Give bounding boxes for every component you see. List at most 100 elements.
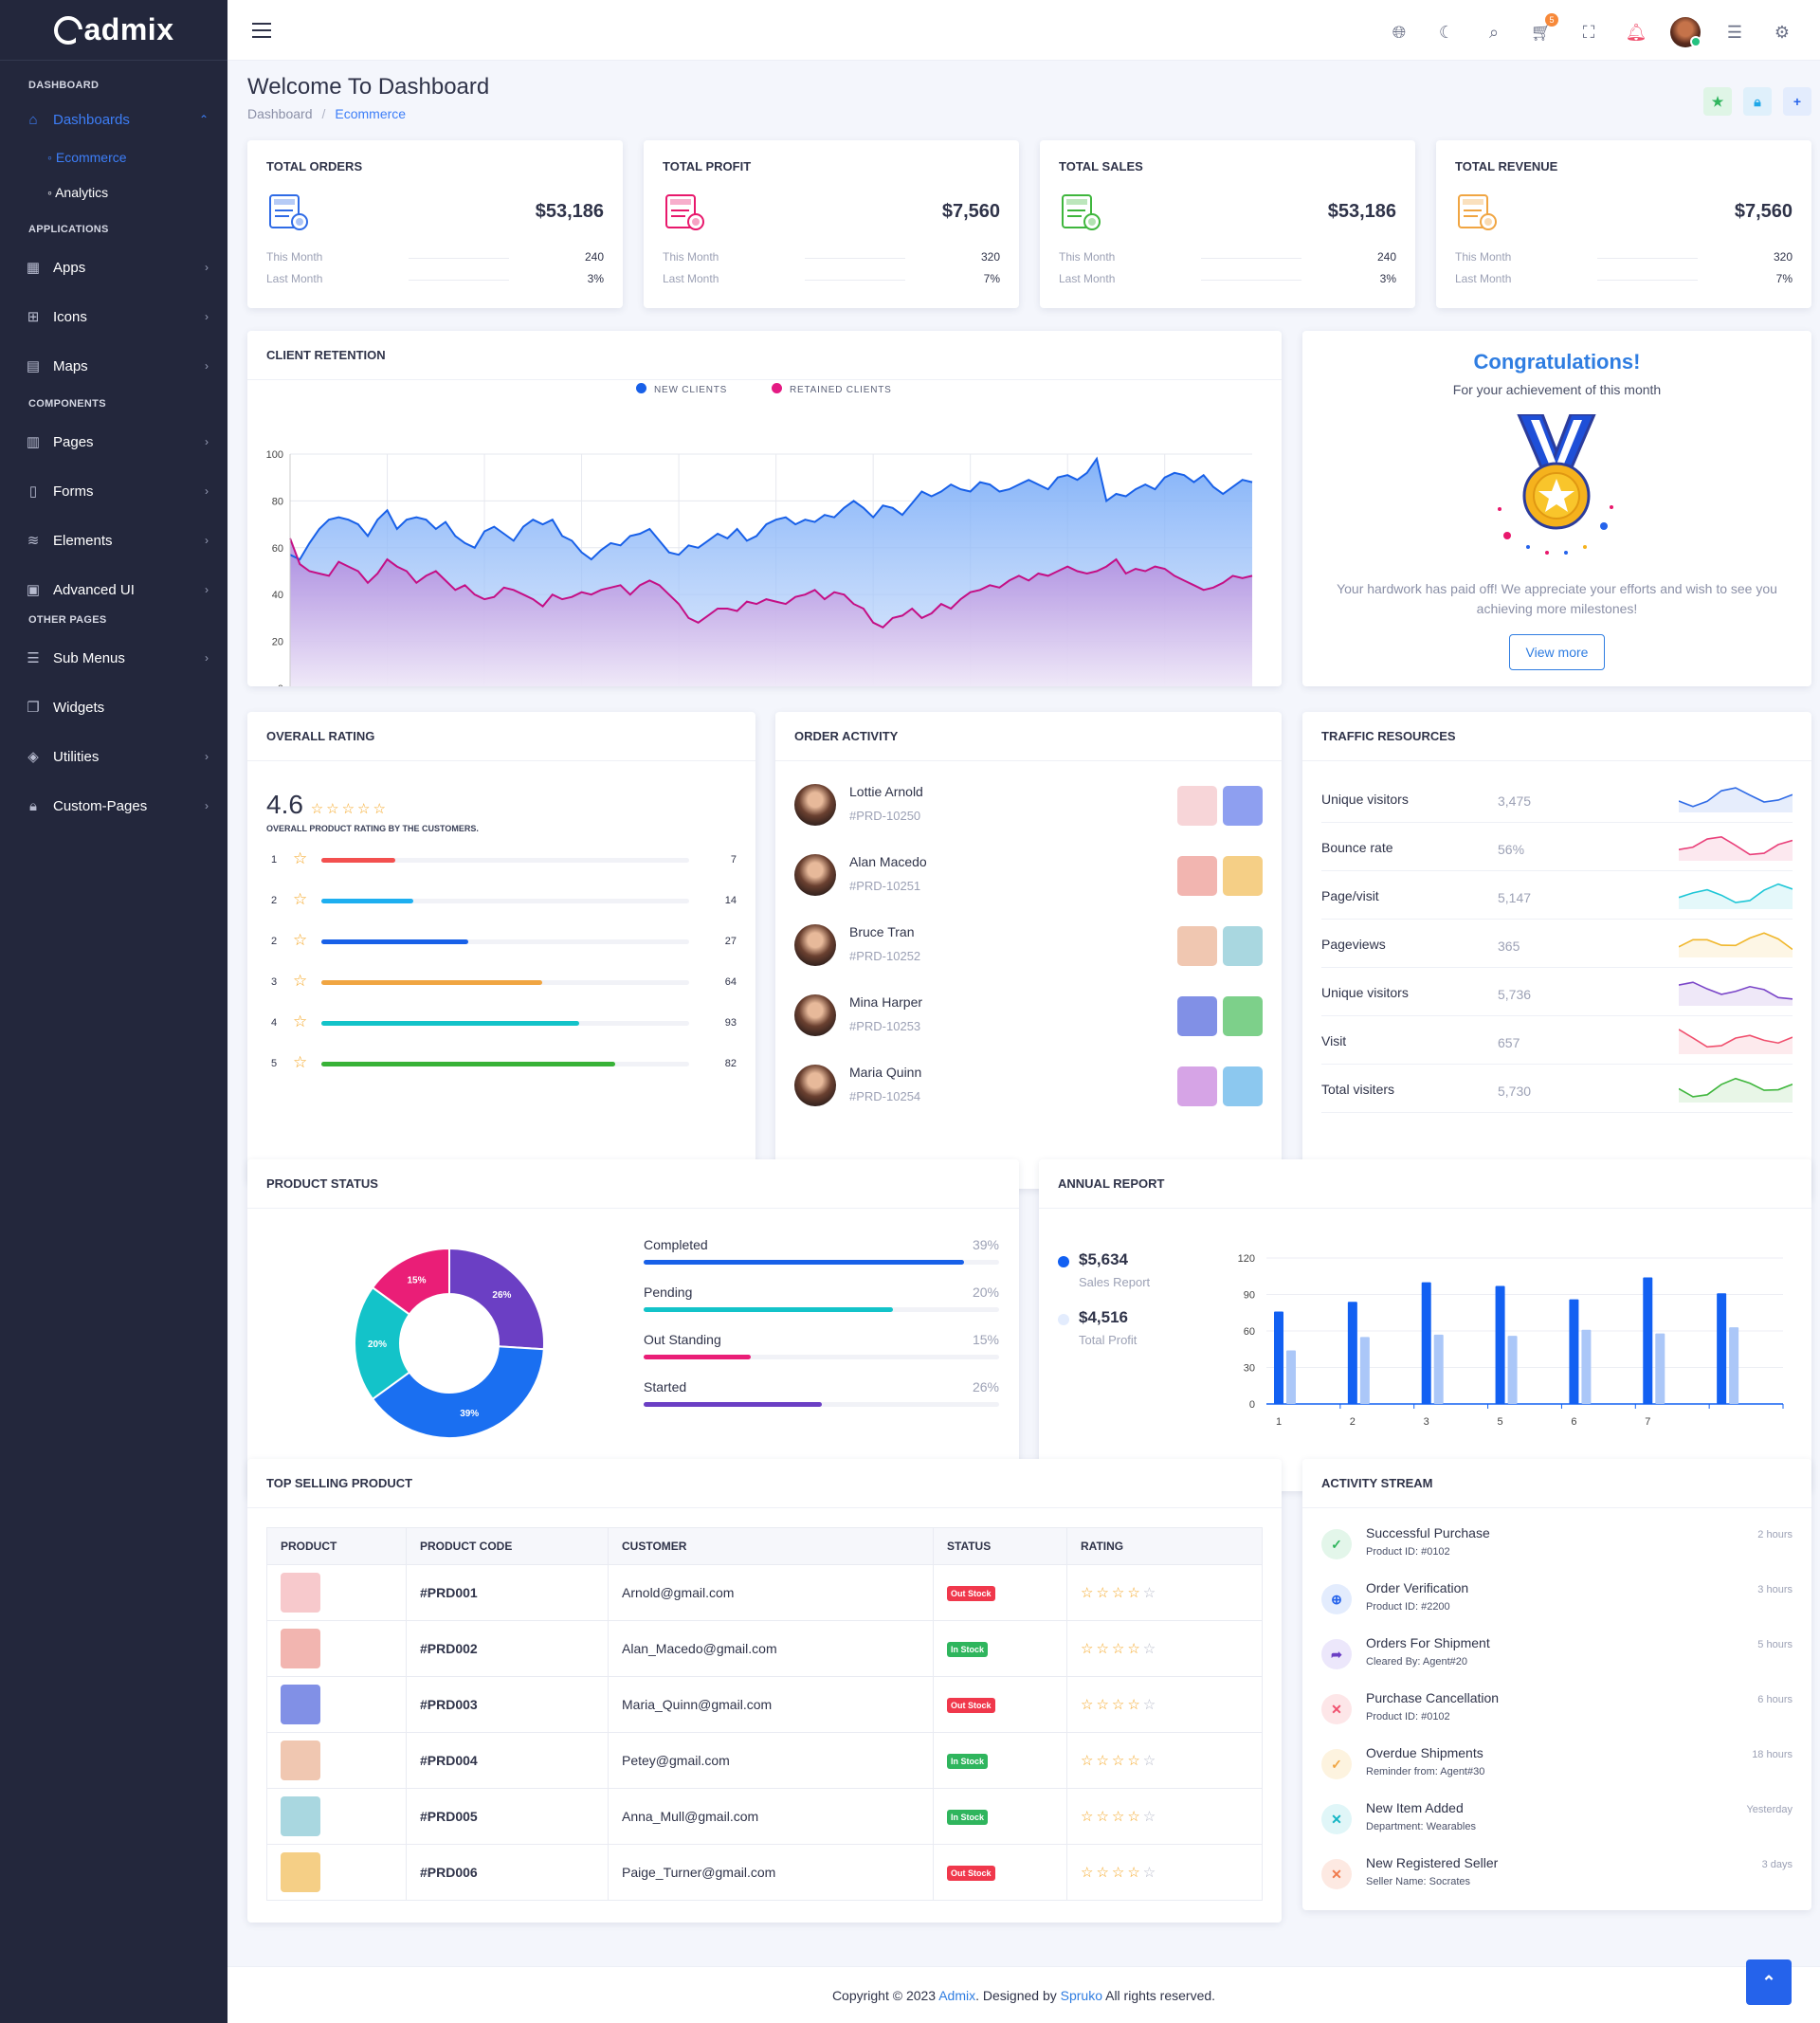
sidebar-subitem-analytics[interactable]: ◦ Analytics: [47, 185, 109, 200]
add-button[interactable]: +: [1783, 87, 1811, 116]
search-icon[interactable]: ⌕: [1488, 22, 1500, 42]
cart-icon[interactable]: 🛒︎ 5: [1528, 13, 1558, 46]
stat-row-divider: [1597, 280, 1698, 281]
stat-this-month-row: This Month 320: [1455, 250, 1793, 264]
sidebar-item-utilities[interactable]: ◈ Utilities ›: [0, 732, 228, 781]
card-title: CLIENT RETENTION: [247, 331, 1282, 380]
table-row[interactable]: #PRD002 Alan_Macedo@gmail.com In Stock ☆☆☆☆…: [266, 1620, 1263, 1677]
table-header[interactable]: PRODUCT: [266, 1527, 407, 1565]
stat-illustration-icon: [1455, 190, 1499, 233]
table-row[interactable]: #PRD003 Maria_Quinn@gmail.com Out Stock ☆☆☆…: [266, 1676, 1263, 1733]
stat-row-label: Last Month: [266, 272, 323, 285]
order-activity-item[interactable]: Mina Harper #PRD-10253: [794, 989, 1263, 1042]
stat-row-label: Last Month: [1455, 272, 1512, 285]
retained-clients-area: [290, 538, 1252, 686]
file-icon: ▯: [28, 483, 38, 500]
stat-last-month-row: Last Month 7%: [663, 272, 1000, 285]
table-header[interactable]: PRODUCT CODE: [406, 1527, 609, 1565]
table-row[interactable]: #PRD004 Petey@gmail.com In Stock ☆☆☆☆☆: [266, 1732, 1263, 1789]
activity-item[interactable]: ✕ New Registered Seller Seller Name: Socra…: [1321, 1855, 1793, 1910]
notification-bell-icon[interactable]: 🔔︎: [1625, 22, 1647, 42]
table-row[interactable]: #PRD001 Arnold@gmail.com Out Stock ☆☆☆☆☆: [266, 1564, 1263, 1621]
order-activity-item[interactable]: Maria Quinn #PRD-10254: [794, 1059, 1263, 1112]
menu-toggle-icon[interactable]: [252, 23, 271, 38]
footer-brand-link[interactable]: Admix: [938, 1988, 976, 2003]
table-header[interactable]: STATUS: [933, 1527, 1067, 1565]
stock-status-badge: Out Stock: [947, 1866, 995, 1881]
order-activity-item[interactable]: Lottie Arnold #PRD-10250: [794, 778, 1263, 831]
sidebar-subitem-ecommerce[interactable]: ◦ Ecommerce: [47, 150, 127, 165]
chevron-right-icon: ›: [205, 359, 209, 373]
donut-slice: [448, 1247, 545, 1351]
footer-designer-link[interactable]: Spruko: [1060, 1988, 1102, 2003]
traffic-sparkline: [1679, 835, 1793, 861]
activity-item[interactable]: ✕ Purchase Cancellation Product ID: #0102 6…: [1321, 1690, 1793, 1745]
breadcrumb-root[interactable]: Dashboard: [247, 106, 313, 121]
table-row[interactable]: #PRD005 Anna_Mull@gmail.com In Stock ☆☆☆☆☆: [266, 1788, 1263, 1845]
language-globe-icon[interactable]: 🌐︎: [1392, 22, 1407, 42]
stat-this-month-row: This Month 240: [1059, 250, 1396, 264]
settings-gear-icon[interactable]: ⚙︎: [1774, 22, 1791, 42]
sidebar-item-widgets[interactable]: ❐ Widgets: [0, 683, 228, 732]
right-sidebar-menu-icon[interactable]: ☰: [1726, 22, 1743, 42]
activity-item[interactable]: ⊕ Order Verification Product ID: #2200 3 ho…: [1321, 1580, 1793, 1635]
stock-status-badge: Out Stock: [947, 1698, 995, 1713]
traffic-value: 56%: [1498, 842, 1525, 857]
activity-item[interactable]: ✓ Successful Purchase Product ID: #0102 2 h…: [1321, 1525, 1793, 1580]
sidebar-item-maps[interactable]: ▤ Maps ›: [0, 341, 228, 391]
sparkline-area: [1679, 836, 1793, 861]
rating-progress-fill: [321, 858, 395, 863]
activity-status-icon: ✕: [1321, 1804, 1352, 1834]
lock-button[interactable]: 🔒︎: [1743, 87, 1772, 116]
activity-title: New Registered Seller: [1366, 1855, 1499, 1870]
user-avatar[interactable]: [1670, 17, 1702, 47]
sidebar-item-dashboards[interactable]: ⌂ Dashboards ⌃: [0, 99, 228, 140]
sidebar-item-elements[interactable]: ≋ Elements ›: [0, 516, 228, 565]
activity-item[interactable]: ✕ New Item Added Department: Wearables Yest…: [1321, 1800, 1793, 1855]
fullscreen-icon[interactable]: ⛶: [1582, 22, 1595, 42]
activity-subtitle: Seller Name: Socrates: [1366, 1876, 1471, 1887]
traffic-row: Unique visitors 5,736: [1321, 968, 1793, 1016]
sidebar-item-apps[interactable]: ▦ Apps ›: [0, 243, 228, 292]
breadcrumb: Dashboard / Ecommerce: [247, 106, 407, 121]
dark-mode-moon-icon[interactable]: ☾: [1438, 22, 1455, 42]
lock-icon: 🔒︎: [29, 797, 37, 814]
brand-logo[interactable]: admix: [0, 0, 228, 61]
legend-new-clients[interactable]: NEW CLIENTS: [636, 383, 727, 395]
stat-row-value: 240: [584, 250, 604, 264]
favorite-star-button[interactable]: ★: [1703, 87, 1732, 116]
status-label: Pending: [644, 1285, 693, 1300]
medal-illustration: [1498, 414, 1613, 555]
sidebar-item-pages[interactable]: ▥ Pages ›: [0, 417, 228, 466]
status-progress-bar: [644, 1355, 999, 1359]
activity-item[interactable]: ➦ Orders For Shipment Cleared By: Agent#20…: [1321, 1635, 1793, 1690]
sidebar-item-custom-pages[interactable]: 🔒︎ Custom-Pages ›: [0, 781, 228, 830]
product-code-cell: #PRD005: [406, 1788, 609, 1845]
sidebar-item-sub-menus[interactable]: ☰ Sub Menus ›: [0, 633, 228, 683]
table-row[interactable]: #PRD006 Paige_Turner@gmail.com Out Stock ☆☆…: [266, 1844, 1263, 1901]
activity-item[interactable]: ✓ Overdue Shipments Reminder from: Agent#3…: [1321, 1745, 1793, 1800]
table-header[interactable]: CUSTOMER: [608, 1527, 934, 1565]
activity-time: 3 days: [1761, 1859, 1793, 1870]
bar: [1359, 1337, 1370, 1404]
rating-stars-empty: ☆: [1142, 1641, 1159, 1657]
order-activity-item[interactable]: Bruce Tran #PRD-10252: [794, 919, 1263, 972]
rating-score-value: 4.6: [266, 790, 303, 819]
star-icon: ☆: [293, 849, 308, 867]
product-thumbnail: [1177, 856, 1217, 896]
stock-status-badge: Out Stock: [947, 1586, 995, 1601]
activity-time: Yesterday: [1746, 1804, 1793, 1815]
legend-retained-clients[interactable]: RETAINED CLIENTS: [772, 383, 892, 395]
product-cell: [266, 1732, 407, 1789]
view-more-button[interactable]: View more: [1509, 634, 1605, 670]
sales-report-label: Sales Report: [1079, 1275, 1151, 1289]
table-header[interactable]: RATING: [1066, 1527, 1263, 1565]
order-activity-item[interactable]: Alan Macedo #PRD-10251: [794, 848, 1263, 902]
back-to-top-button[interactable]: ⌃: [1746, 1959, 1792, 2005]
sidebar-item-forms[interactable]: ▯ Forms ›: [0, 466, 228, 516]
sidebar-item-icons[interactable]: ⊞ Icons ›: [0, 292, 228, 341]
status-cell: Out Stock: [933, 1564, 1067, 1621]
sidebar-item-advanced-ui[interactable]: ▣ Advanced UI ›: [0, 565, 228, 614]
bar: [1433, 1334, 1444, 1404]
rating-stars-filled: ☆☆☆☆: [1081, 1697, 1143, 1713]
